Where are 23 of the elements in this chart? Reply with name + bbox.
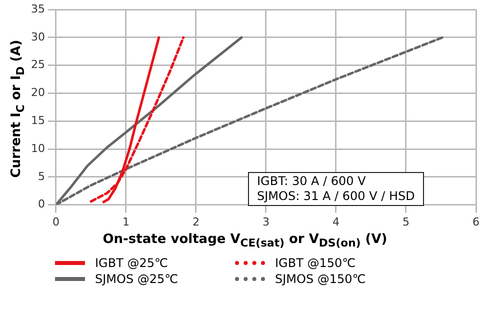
y-tick-label: 15	[30, 114, 45, 127]
x-tick-label: 6	[472, 215, 480, 228]
legend-label: SJMOS @25℃	[95, 272, 178, 286]
y-tick-label: 0	[38, 198, 45, 211]
annotation: IGBT: 30 A / 600 V	[257, 174, 367, 189]
y-tick-label: 20	[30, 86, 45, 100]
x-tick-label: 5	[402, 215, 410, 228]
y-tick-label: 5	[38, 170, 45, 183]
legend-label: IGBT @25℃	[95, 256, 168, 270]
y-tick-label: 35	[30, 2, 45, 16]
x-tick-label: 2	[192, 215, 200, 228]
y-tick-label: 30	[30, 30, 45, 44]
legend-label: SJMOS @150℃	[275, 272, 366, 286]
x-tick-label: 1	[122, 215, 130, 228]
x-tick-label: 0	[52, 215, 60, 228]
legend-label: IGBT @150℃	[275, 256, 356, 270]
x-axis-title: On-state voltage V$_{CE(sat)}$ or V$_{DS(on)}$ (V)	[102, 232, 388, 250]
x-tick-label: 4	[332, 215, 340, 228]
y-tick-label: 10	[30, 142, 45, 155]
annotation: SJMOS: 31 A / 600 V / HSD	[257, 189, 415, 204]
line-series	[90, 36, 185, 203]
x-tick-label: 3	[262, 215, 270, 228]
y-tick-label: 25	[30, 58, 45, 72]
